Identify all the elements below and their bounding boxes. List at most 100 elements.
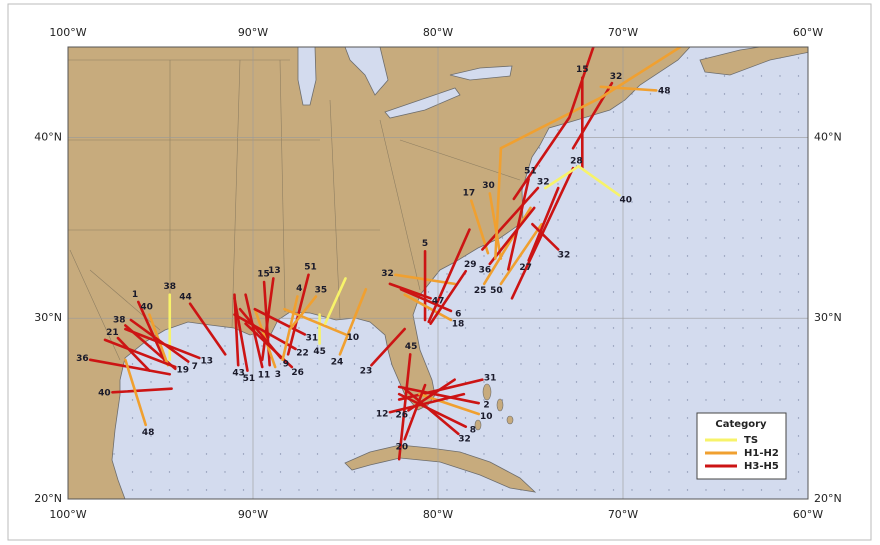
track-label: 30 [482,181,495,191]
legend: Category TS H1-H2 H3-H5 [696,412,787,480]
hurricane-track [244,322,294,369]
hurricane-track [403,293,453,322]
track-label: 13 [268,266,281,276]
hurricane-track [137,300,166,362]
track-label: 50 [490,286,503,296]
track-label: 32 [610,72,623,82]
track-label: 45 [405,342,418,352]
track-label: 40 [140,303,153,313]
track-label: 5 [422,239,428,249]
track-label: 22 [296,348,309,358]
track-label: 43 [232,369,245,379]
hurricane-track [481,186,540,251]
hurricane-track [388,282,432,300]
y-tick-label: 40°N [814,130,842,143]
hurricane-track [512,47,595,201]
track-label: 6 [455,310,461,320]
track-label: 48 [658,86,671,96]
track-label: 10 [480,412,493,422]
hurricane-track [531,222,560,251]
hurricane-track [397,353,412,461]
hurricane-track [124,327,201,360]
x-tick-label: 100°W [49,26,86,39]
track-label: 26 [395,410,408,420]
hurricane-track [388,392,466,414]
hurricane-track [103,338,177,369]
track-label: 2 [483,400,489,410]
track-label: 40 [98,388,111,398]
x-tick-label: 70°W [608,26,638,39]
track-label: 36 [479,266,492,276]
hurricane-track [370,327,406,367]
track-label: 10 [347,333,360,343]
hurricane-track [427,228,471,324]
hurricane-track [527,186,560,262]
hurricane-track [494,47,682,260]
track-label: 13 [201,356,214,366]
track-label: 51 [524,167,537,177]
track-label: 23 [360,367,373,377]
hurricane-track [403,387,460,436]
track-label: 31 [306,334,319,344]
track-label: 19 [176,365,189,375]
track-label: 27 [519,263,532,273]
track-label: 28 [570,156,583,166]
hurricane-track [507,177,530,271]
y-tick-label: 40°N [34,130,62,143]
legend-title: Category [715,419,767,430]
track-label: 32 [537,178,550,188]
track-label: 18 [452,319,465,329]
track-label: 48 [142,428,155,438]
track-label: 32 [458,435,471,445]
hurricane-track [116,336,151,372]
hurricane-track [88,358,172,376]
track-label: 38 [113,316,126,326]
legend-items: TS H1-H2 H3-H5 [705,435,779,472]
hurricane-track [288,295,318,331]
track-label: 8 [470,426,476,436]
legend-label: H1-H2 [744,448,779,459]
nova-scotia [699,47,808,76]
x-tick-label: 90°W [238,26,268,39]
hurricane-track [488,206,536,266]
track-label: 24 [331,357,344,367]
hurricane-track [283,307,347,336]
hurricane-track [233,297,249,372]
y-tick-label: 20°N [814,492,842,505]
lakes [297,47,513,119]
track-label: 12 [376,410,389,420]
hurricane-track [544,164,621,197]
track-label: 32 [558,251,571,261]
y-tick-label: 20°N [34,492,62,505]
x-tick-label: 80°W [423,26,453,39]
track-label: 32 [381,269,394,279]
track-label: 45 [313,347,326,357]
track-label: 47 [432,296,445,306]
legend-label: H3-H5 [744,461,779,472]
hurricane-track [488,192,503,260]
track-label: 4 [296,284,302,294]
x-tick-label: 100°W [49,508,86,521]
bahamas [474,383,514,431]
basemap [68,47,808,499]
track-label: 35 [315,286,328,296]
x-tick-label: 60°W [793,26,823,39]
track-label: 36 [76,354,89,364]
ticks: 100°W 100°W 90°W 90°W 80°W 80°W 70°W 70°W 60°W 60… [34,26,841,521]
track-label: 3 [275,370,281,380]
track-label: 31 [484,373,497,383]
hurricane-track [397,385,480,405]
x-tick-label: 80°W [423,508,453,521]
x-tick-label: 90°W [238,508,268,521]
track-label: 44 [179,293,192,303]
track-label: 1 [132,290,138,300]
track-label: 51 [304,263,317,273]
track-label: 20 [396,442,409,452]
legend-box [696,412,787,480]
hurricane-track [338,287,368,356]
hurricane-track [599,85,658,92]
track-label: 9 [283,360,289,370]
hurricane-track [323,277,347,325]
